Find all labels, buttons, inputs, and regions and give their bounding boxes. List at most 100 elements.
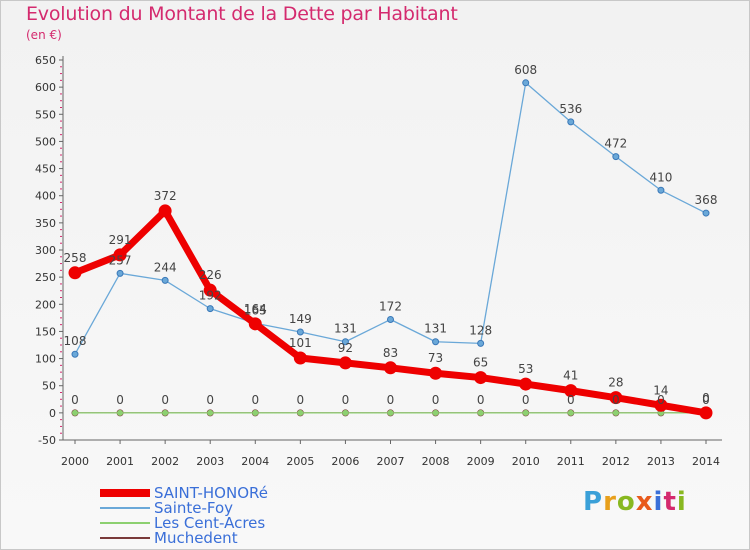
series-point-2 — [117, 409, 124, 416]
proxiti-logo: Proxiti — [583, 487, 687, 517]
x-tick-label: 2009 — [467, 455, 495, 468]
x-tick-label: 2005 — [286, 455, 314, 468]
y-tick-label: 200 — [35, 298, 56, 311]
data-label-2: 0 — [71, 393, 79, 407]
data-label-0: 73 — [428, 351, 443, 365]
series-point-0 — [293, 351, 307, 365]
data-label-1: 192 — [199, 289, 222, 303]
x-tick-label: 2014 — [692, 455, 720, 468]
data-label-0: 0 — [702, 391, 710, 405]
legend-swatch-sainte-foy — [100, 507, 150, 509]
series-point-1 — [522, 79, 530, 87]
x-tick-label: 2013 — [647, 455, 675, 468]
series-point-2 — [432, 409, 439, 416]
data-label-0: 92 — [338, 341, 353, 355]
data-label-2: 0 — [297, 393, 305, 407]
series-point-0 — [519, 377, 533, 391]
legend-label-les-cent-acres: Les Cent-Acres — [154, 514, 266, 532]
y-tick-label: 550 — [35, 108, 56, 121]
series-point-0 — [113, 248, 127, 262]
series-point-0 — [338, 356, 352, 370]
series-point-0 — [248, 317, 262, 331]
data-label-1: 608 — [514, 63, 537, 77]
y-tick-label: 50 — [42, 380, 56, 393]
logo-letter: i — [676, 487, 687, 517]
y-tick-label: 350 — [35, 217, 56, 230]
legend-swatch-muchedent — [100, 537, 150, 539]
series-point-1 — [432, 338, 440, 346]
logo-letter: t — [663, 487, 677, 517]
logo-letter: x — [635, 487, 654, 517]
data-label-0: 226 — [199, 268, 222, 282]
data-label-0: 41 — [563, 369, 578, 383]
x-tick-label: 2006 — [331, 455, 359, 468]
x-tick-label: 2002 — [151, 455, 179, 468]
series-point-1 — [116, 269, 124, 277]
x-tick-label: 2007 — [377, 455, 405, 468]
chart-subtitle: (en €) — [26, 28, 62, 42]
series-point-2 — [342, 409, 349, 416]
series-point-1 — [702, 209, 710, 217]
data-label-0: 83 — [383, 346, 398, 360]
data-label-1: 368 — [695, 193, 718, 207]
series-point-0 — [654, 398, 668, 412]
data-label-2: 0 — [477, 393, 485, 407]
series-point-2 — [207, 409, 214, 416]
data-label-1: 410 — [649, 170, 672, 184]
series-point-0 — [68, 266, 82, 280]
series-point-0 — [609, 391, 623, 405]
data-label-2: 0 — [116, 393, 124, 407]
series-point-1 — [657, 186, 665, 194]
data-label-1: 131 — [424, 322, 447, 336]
series-point-0 — [474, 371, 488, 385]
y-tick-label: 600 — [35, 81, 56, 94]
data-label-2: 0 — [702, 393, 710, 407]
data-label-1: 257 — [109, 253, 132, 267]
logo-letter: o — [616, 487, 636, 517]
y-tick-label: 650 — [35, 54, 56, 67]
data-label-1: 536 — [559, 102, 582, 116]
x-tick-label: 2008 — [422, 455, 450, 468]
data-label-2: 0 — [432, 393, 440, 407]
data-label-2: 0 — [612, 393, 620, 407]
legend-label-sainte-foy: Sainte-Foy — [154, 499, 234, 517]
data-label-1: 128 — [469, 323, 492, 337]
series-point-0 — [203, 283, 217, 297]
series-point-1 — [612, 153, 620, 161]
legend-label-saint-honore: SAINT-HONORé — [154, 484, 268, 502]
series-point-1 — [387, 315, 394, 323]
series-point-1 — [567, 118, 575, 126]
data-label-2: 0 — [567, 393, 575, 407]
x-tick-label: 2004 — [241, 455, 269, 468]
data-label-2: 0 — [206, 393, 214, 407]
data-label-0: 372 — [154, 189, 177, 203]
series-point-2 — [387, 409, 394, 416]
y-tick-label: 500 — [35, 135, 56, 148]
series-point-0 — [384, 361, 397, 375]
x-tick-label: 2000 — [61, 455, 89, 468]
data-label-0: 14 — [653, 383, 668, 397]
data-label-1: 108 — [64, 334, 87, 348]
data-label-2: 0 — [522, 393, 530, 407]
legend-label-muchedent: Muchedent — [154, 529, 238, 547]
data-label-0: 28 — [608, 376, 623, 390]
data-label-0: 164 — [244, 302, 267, 316]
y-tick-label: 250 — [35, 271, 56, 284]
series-point-0 — [158, 204, 172, 218]
x-tick-label: 2003 — [196, 455, 224, 468]
x-tick-label: 2001 — [106, 455, 134, 468]
chart-title: Evolution du Montant de la Dette par Hab… — [26, 3, 458, 25]
data-label-1: 472 — [604, 137, 627, 151]
data-label-2: 0 — [387, 393, 395, 407]
y-tick-label: 150 — [35, 325, 56, 338]
series-point-1 — [161, 276, 169, 284]
data-label-1: 149 — [289, 312, 312, 326]
legend-item-muchedent: Muchedent — [100, 529, 238, 547]
data-label-0: 258 — [64, 251, 87, 265]
series-point-2 — [522, 409, 529, 416]
series-point-0 — [699, 406, 713, 420]
series-point-1 — [206, 305, 214, 313]
series-point-2 — [72, 409, 78, 416]
